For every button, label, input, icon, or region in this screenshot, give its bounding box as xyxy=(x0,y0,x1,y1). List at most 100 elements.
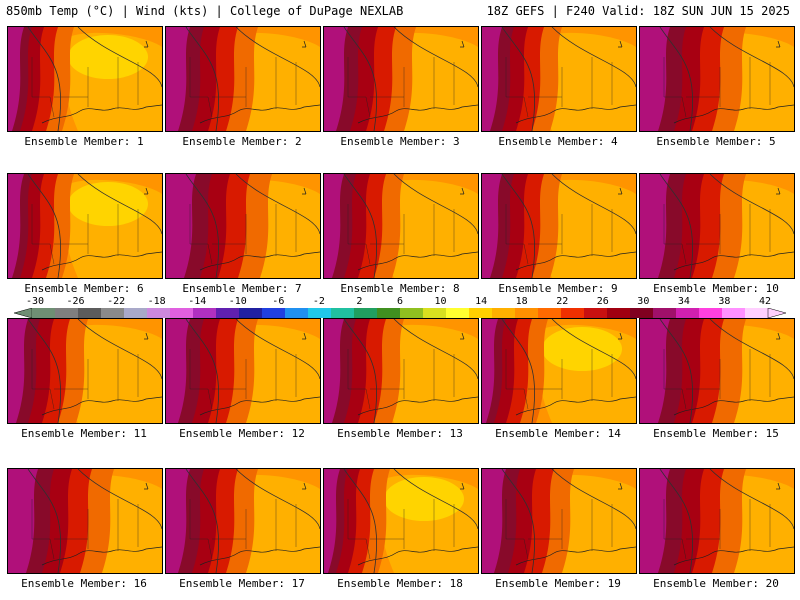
colorbar-tick-label: 14 xyxy=(475,296,488,307)
colorbar-swatch xyxy=(515,308,539,318)
colorbar-swatch xyxy=(538,308,562,318)
temperature-field-map xyxy=(324,174,478,278)
ensemble-map-panel xyxy=(323,173,479,279)
temperature-field-map xyxy=(166,469,320,573)
ensemble-map-panel xyxy=(165,468,321,574)
ensemble-member-label: Ensemble Member: 15 xyxy=(653,427,779,440)
run-valid-time: 18Z GEFS | F240 Valid: 18Z SUN JUN 15 20… xyxy=(486,4,790,18)
ensemble-map-panel xyxy=(323,318,479,424)
ensemble-member-label: Ensemble Member: 20 xyxy=(653,577,779,590)
temperature-field-map xyxy=(482,469,636,573)
colorbar-tick-label: 2 xyxy=(356,296,363,307)
colorbar-tick-label: -14 xyxy=(188,296,207,307)
colorbar-swatch xyxy=(377,308,401,318)
colorbar-swatch xyxy=(147,308,171,318)
colorbar-tick-labels: -30 -26 -22 -18 -14 -10 -6 -2 2 6 10 14 18 22 26 30 34 38… xyxy=(0,296,800,308)
ensemble-map-panel xyxy=(165,173,321,279)
temperature-field-map xyxy=(166,27,320,131)
colorbar-arrow-left xyxy=(14,308,33,318)
ensemble-member-label: Ensemble Member: 5 xyxy=(656,135,776,148)
ensemble-map-panel xyxy=(7,26,163,132)
ensemble-member-label: Ensemble Member: 17 xyxy=(179,577,305,590)
colorbar-swatch xyxy=(124,308,148,318)
temperature-field-map xyxy=(640,469,794,573)
colorbar-tick-label: 22 xyxy=(556,296,569,307)
colorbar-tick-label: -10 xyxy=(228,296,247,307)
temperature-field-map xyxy=(8,27,162,131)
colorbar-swatch xyxy=(32,308,56,318)
colorbar-swatch xyxy=(630,308,654,318)
colorbar-swatch xyxy=(676,308,700,318)
temperature-field-map xyxy=(482,174,636,278)
colorbar-arrow-right xyxy=(767,308,786,318)
temperature-field-map xyxy=(166,319,320,423)
ensemble-member-label: Ensemble Member: 3 xyxy=(340,135,460,148)
colorbar-swatch xyxy=(699,308,723,318)
ensemble-map-panel xyxy=(7,173,163,279)
ensemble-map-panel xyxy=(481,26,637,132)
colorbar-tick-label: -22 xyxy=(107,296,126,307)
ensemble-member-label: Ensemble Member: 4 xyxy=(498,135,618,148)
ensemble-map-panel xyxy=(323,468,479,574)
temperature-field-map xyxy=(166,174,320,278)
colorbar-swatch xyxy=(492,308,516,318)
ensemble-map-panel xyxy=(165,318,321,424)
colorbar-tick-label: 18 xyxy=(515,296,528,307)
temperature-field-map xyxy=(8,319,162,423)
temperature-field-map xyxy=(324,319,478,423)
colorbar-tick-label: 30 xyxy=(637,296,650,307)
map-title: 850mb Temp (°C) | Wind (kts) | College o… xyxy=(6,4,404,18)
colorbar-swatch xyxy=(745,308,769,318)
ensemble-member-label: Ensemble Member: 9 xyxy=(498,282,618,295)
ensemble-map-panel xyxy=(481,468,637,574)
colorbar-swatch xyxy=(308,308,332,318)
ensemble-member-label: Ensemble Member: 18 xyxy=(337,577,463,590)
temperature-field-map xyxy=(324,469,478,573)
colorbar-swatch xyxy=(170,308,194,318)
ensemble-member-label: Ensemble Member: 11 xyxy=(21,427,147,440)
ensemble-member-label: Ensemble Member: 12 xyxy=(179,427,305,440)
ensemble-map-panel xyxy=(323,26,479,132)
ensemble-map-panel xyxy=(481,318,637,424)
temperature-field-map xyxy=(640,174,794,278)
ensemble-member-label: Ensemble Member: 16 xyxy=(21,577,147,590)
ensemble-map-panel xyxy=(481,173,637,279)
ensemble-member-label: Ensemble Member: 2 xyxy=(182,135,302,148)
temperature-field-map xyxy=(640,27,794,131)
colorbar-tick-label: 26 xyxy=(596,296,609,307)
colorbar-tick-label: -30 xyxy=(25,296,45,307)
temperature-field-map xyxy=(8,469,162,573)
colorbar-tick-label: 10 xyxy=(434,296,447,307)
colorbar-swatch xyxy=(354,308,378,318)
colorbar-swatch xyxy=(285,308,309,318)
colorbar-swatch xyxy=(78,308,102,318)
ensemble-member-label: Ensemble Member: 10 xyxy=(653,282,779,295)
ensemble-member-label: Ensemble Member: 7 xyxy=(182,282,302,295)
colorbar-swatch xyxy=(446,308,470,318)
ensemble-member-label: Ensemble Member: 8 xyxy=(340,282,460,295)
ensemble-member-label: Ensemble Member: 1 xyxy=(24,135,144,148)
colorbar-swatch xyxy=(423,308,447,318)
colorbar-swatch xyxy=(561,308,585,318)
ensemble-map-panel xyxy=(639,468,795,574)
colorbar-swatch xyxy=(584,308,608,318)
colorbar-swatch xyxy=(216,308,240,318)
colorbar-tick-label: -18 xyxy=(147,296,166,307)
colorbar-swatch xyxy=(653,308,677,318)
colorbar-swatch xyxy=(193,308,217,318)
temperature-field-map xyxy=(482,319,636,423)
colorbar-tick-label: 38 xyxy=(718,296,731,307)
ensemble-map-panel xyxy=(165,26,321,132)
colorbar-tick-label: 34 xyxy=(677,296,690,307)
ensemble-map-panel xyxy=(7,318,163,424)
colorbar-swatch xyxy=(722,308,746,318)
temperature-field-map xyxy=(482,27,636,131)
ensemble-member-label: Ensemble Member: 19 xyxy=(495,577,621,590)
colorbar-tick-label: 6 xyxy=(396,296,404,307)
colorbar-tick-label: -2 xyxy=(312,296,325,307)
colorbar-swatch xyxy=(607,308,631,318)
ensemble-member-label: Ensemble Member: 6 xyxy=(24,282,144,295)
colorbar-tick-label: -26 xyxy=(66,296,85,307)
temperature-field-map xyxy=(640,319,794,423)
ensemble-member-label: Ensemble Member: 14 xyxy=(495,427,621,440)
